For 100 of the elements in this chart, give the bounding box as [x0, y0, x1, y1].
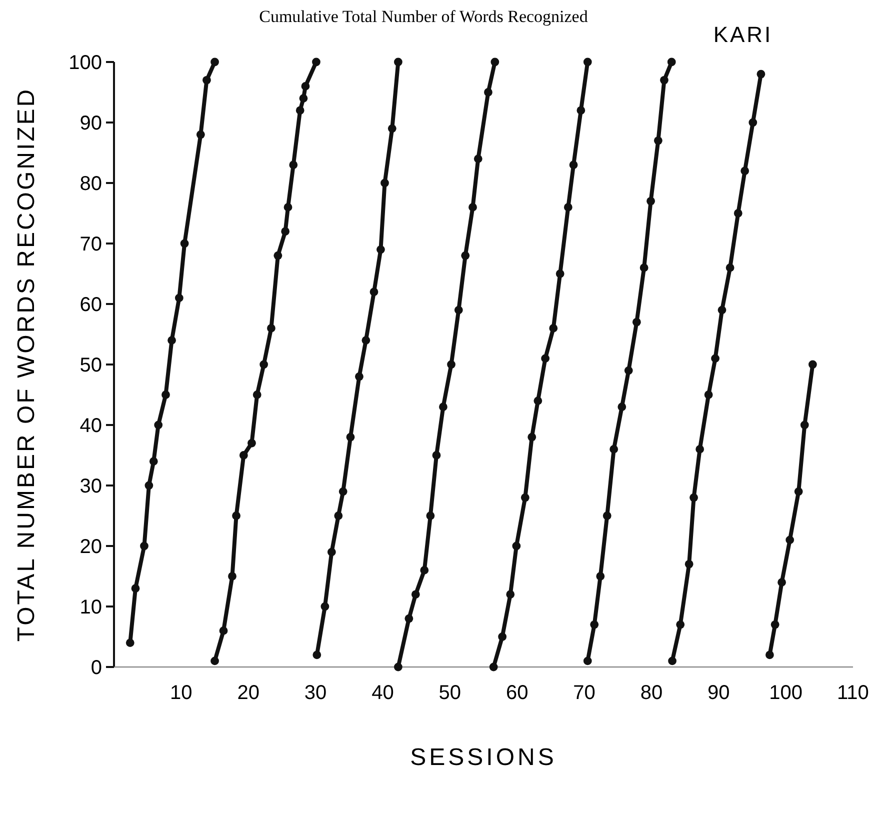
point [786, 536, 794, 544]
point [228, 572, 236, 580]
y-tick-label: 80 [80, 173, 102, 195]
point [704, 390, 713, 399]
point [718, 306, 726, 314]
point [690, 493, 698, 502]
text: KARI [713, 22, 773, 47]
y-tick-label: 10 [80, 596, 102, 618]
point [520, 493, 530, 502]
point [800, 420, 809, 430]
point [569, 160, 578, 170]
point [498, 632, 507, 641]
point [590, 620, 599, 629]
point [667, 58, 676, 66]
point [432, 451, 441, 460]
point [301, 82, 310, 90]
point [420, 566, 429, 574]
chart-title: Cumulative Total Number of Words Recognized [259, 7, 588, 26]
point [646, 196, 655, 206]
point [556, 270, 564, 278]
point [312, 650, 322, 660]
point [174, 294, 184, 302]
point [778, 578, 786, 586]
point [346, 432, 355, 442]
point [394, 662, 402, 672]
x-tick-label: 100 [769, 682, 803, 704]
point [610, 445, 618, 454]
point [765, 650, 774, 660]
y-tick-label: 90 [80, 112, 102, 134]
point [126, 638, 134, 647]
y-tick-label: 50 [80, 354, 102, 376]
x-tick-label: 40 [372, 682, 394, 704]
x-tick-label: 10 [170, 682, 192, 704]
point [140, 542, 148, 550]
x-tick-label: 80 [640, 682, 663, 704]
point [794, 487, 803, 496]
point [388, 124, 396, 133]
point [438, 402, 448, 412]
point [426, 512, 435, 520]
point [380, 178, 389, 188]
point [320, 602, 330, 611]
point [583, 656, 592, 666]
y-tick-label: 0 [90, 657, 102, 679]
point [624, 366, 633, 375]
point [596, 572, 605, 580]
point [196, 130, 205, 139]
point [376, 245, 385, 254]
point [149, 457, 158, 466]
y-tick-label: 70 [80, 234, 102, 256]
point [180, 239, 189, 248]
point [541, 354, 550, 363]
point [711, 354, 720, 363]
point [734, 209, 742, 218]
point [461, 251, 470, 260]
point [534, 396, 542, 405]
point [144, 481, 154, 490]
point [564, 203, 572, 212]
x-tick-label: 50 [438, 682, 462, 704]
point [267, 324, 276, 332]
point [299, 94, 308, 102]
x-tick-label: 110 [837, 682, 869, 704]
point [490, 58, 500, 66]
point [370, 288, 378, 296]
point [770, 620, 780, 629]
point [355, 372, 364, 381]
point [327, 548, 336, 556]
x-axis-title: SESSIONS [410, 744, 557, 771]
point [338, 487, 348, 496]
point [468, 203, 477, 212]
point [252, 390, 262, 399]
point [640, 264, 648, 272]
point [654, 136, 662, 145]
x-tick-label: 30 [304, 682, 327, 704]
point [131, 584, 140, 593]
y-tick-label: 60 [80, 294, 102, 316]
point [362, 336, 370, 344]
point [696, 445, 704, 454]
point [512, 542, 521, 550]
point [808, 360, 817, 369]
point [676, 620, 685, 629]
point [618, 402, 626, 412]
point [748, 118, 758, 127]
point [289, 160, 298, 170]
point [447, 360, 456, 369]
point [296, 106, 304, 115]
y-tick-label: 30 [80, 476, 102, 498]
point [576, 106, 586, 115]
point [248, 438, 256, 448]
point [312, 58, 320, 66]
point [489, 662, 498, 672]
y-axis-title: TOTAL NUMBER OF WORDS RECOGNIZED [13, 87, 40, 642]
point [284, 203, 292, 212]
point [154, 420, 163, 430]
point [528, 432, 536, 442]
point [549, 324, 558, 332]
point [726, 264, 734, 272]
y-tick-label: 100 [68, 52, 102, 74]
point [168, 336, 176, 344]
point [202, 76, 211, 84]
x-tick-label: 20 [237, 682, 260, 704]
